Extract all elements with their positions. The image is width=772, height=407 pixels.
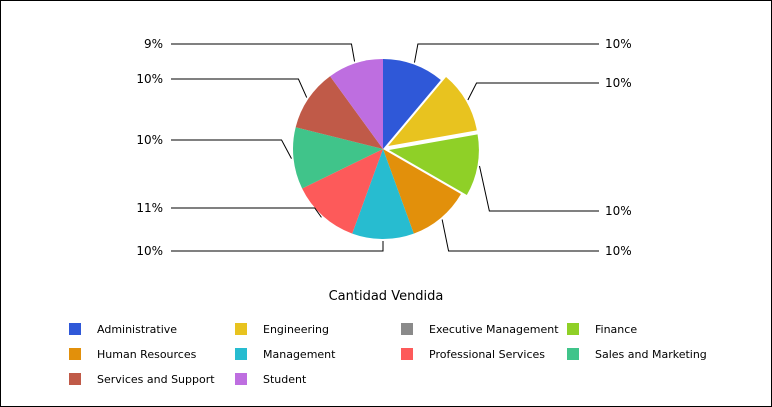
legend-item-executive-management: Executive Management (401, 321, 559, 337)
legend-swatch (69, 348, 81, 360)
legend-item-human-resources: Human Resources (69, 346, 196, 362)
legend-label: Student (263, 372, 307, 386)
leader-line-engineering (467, 82, 599, 101)
data-label-management: 10% (136, 244, 163, 258)
chart-title: Cantidad Vendida (328, 289, 444, 304)
legend-swatch (401, 348, 413, 360)
legend-swatch (235, 348, 247, 360)
data-label-engineering: 10% (605, 76, 632, 90)
legend-swatch (235, 373, 247, 385)
legend-label: Engineering (263, 322, 329, 336)
pie-slice-finance (388, 134, 479, 196)
legend-label: Professional Services (429, 347, 545, 361)
legend-label: Services and Support (97, 372, 215, 386)
leader-line-human-resources (441, 219, 599, 252)
legend-item-student: Student (235, 371, 306, 387)
legend-item-engineering: Engineering (235, 321, 329, 337)
data-label-administrative: 10% (605, 37, 632, 51)
data-label-sales-and-marketing: 10% (136, 133, 163, 147)
leader-line-finance (479, 165, 599, 212)
leader-line-management (171, 241, 384, 252)
legend-item-services-and-support: Services and Support (69, 371, 215, 387)
leader-line-administrative (413, 43, 599, 63)
legend-item-professional-services: Professional Services (401, 346, 545, 362)
legend-swatch (567, 348, 579, 360)
legend-item-administrative: Administrative (69, 321, 177, 337)
legend-swatch (69, 373, 81, 385)
legend-label: Management (263, 347, 336, 361)
leader-line-professional-services (171, 207, 322, 218)
legend-swatch (69, 323, 81, 335)
pie-slice-sales-and-marketing (293, 127, 383, 189)
pie-chart: 10% 10% 10% 10% 10% 11% 10% 10% 9% (136, 37, 632, 258)
data-label-services-and-support: 10% (136, 72, 163, 86)
leader-line-sales-and-marketing (171, 139, 292, 159)
pie-slice-administrative (383, 59, 441, 149)
pie-slice-human-resources (383, 149, 461, 234)
legend-label: Administrative (97, 322, 178, 336)
legend-label: Finance (595, 322, 638, 336)
legend-label: Human Resources (97, 347, 197, 361)
legend-item-finance: Finance (567, 321, 637, 337)
leader-line-services-and-support (171, 78, 308, 98)
legend-swatch (401, 323, 413, 335)
legend-item-management: Management (235, 346, 335, 362)
leader-line-student (171, 43, 356, 62)
pie-slice-management (352, 149, 414, 239)
data-label-human-resources: 10% (605, 244, 632, 258)
legend-label: Executive Management (429, 322, 559, 336)
legend-item-sales-and-marketing: Sales and Marketing (567, 346, 707, 362)
legend-swatch (235, 323, 247, 335)
pie-slice-engineering (388, 77, 477, 146)
data-label-professional-services: 11% (136, 201, 163, 215)
pie-slice-professional-services (302, 149, 383, 234)
pie-slice-student (330, 59, 383, 149)
pie-slice-services-and-support (295, 76, 383, 149)
data-label-finance: 10% (605, 204, 632, 218)
legend-label: Sales and Marketing (595, 347, 707, 361)
legend-swatch (567, 323, 579, 335)
data-label-student: 9% (144, 37, 163, 51)
